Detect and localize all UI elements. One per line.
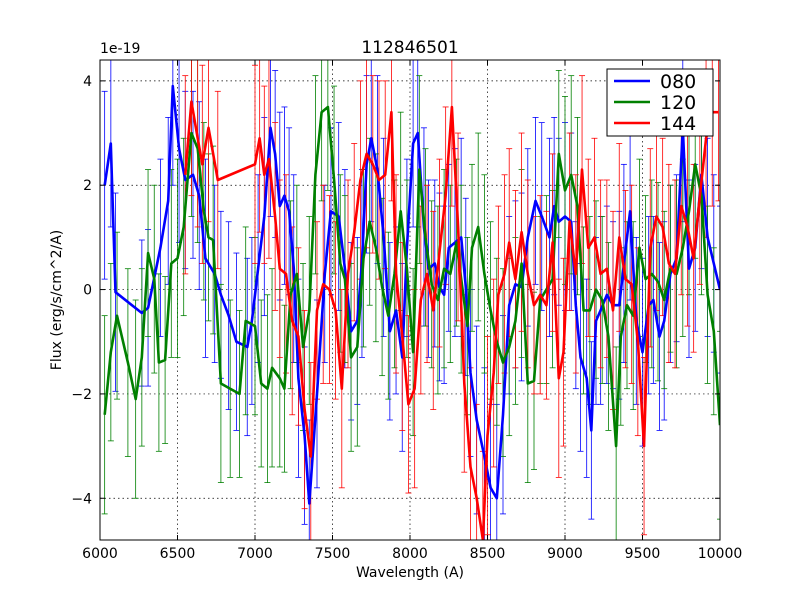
y-axis-label: Flux (erg/s/cm^2/A) [49, 230, 65, 370]
x-tick-label: 6000 [82, 546, 118, 562]
y-tick-label: 0 [83, 283, 92, 299]
legend-label-120: 120 [660, 92, 696, 114]
x-tick-label: 8000 [392, 546, 428, 562]
y-tick-label: 4 [83, 74, 92, 90]
legend-label-080: 080 [660, 71, 696, 93]
chart-title: 112846501 [361, 38, 458, 58]
x-tick-label: 8500 [470, 546, 506, 562]
series-lines [103, 84, 720, 540]
y-tick-label: −4 [71, 491, 92, 507]
legend-label-144: 144 [660, 113, 696, 135]
x-tick-label: 7500 [315, 546, 351, 562]
y-tick-label: 2 [83, 178, 92, 194]
series-line-080 [103, 84, 720, 505]
x-tick-label: 6500 [160, 546, 196, 562]
axis-offset-label: 1e-19 [100, 41, 140, 57]
x-axis-label: Wavelength (A) [356, 565, 464, 581]
series-line-120 [103, 105, 720, 448]
series-line-144 [184, 100, 719, 540]
x-tick-label: 9500 [625, 546, 661, 562]
y-tick-label: −2 [71, 387, 92, 403]
x-tick-label: 9000 [547, 546, 583, 562]
x-tick-label: 7000 [237, 546, 273, 562]
x-tick-label: 10000 [698, 546, 743, 562]
axis-ticks: 6000 6500 7000 7500 8000 8500 9000 9500 10000 −4 −… [71, 60, 742, 562]
